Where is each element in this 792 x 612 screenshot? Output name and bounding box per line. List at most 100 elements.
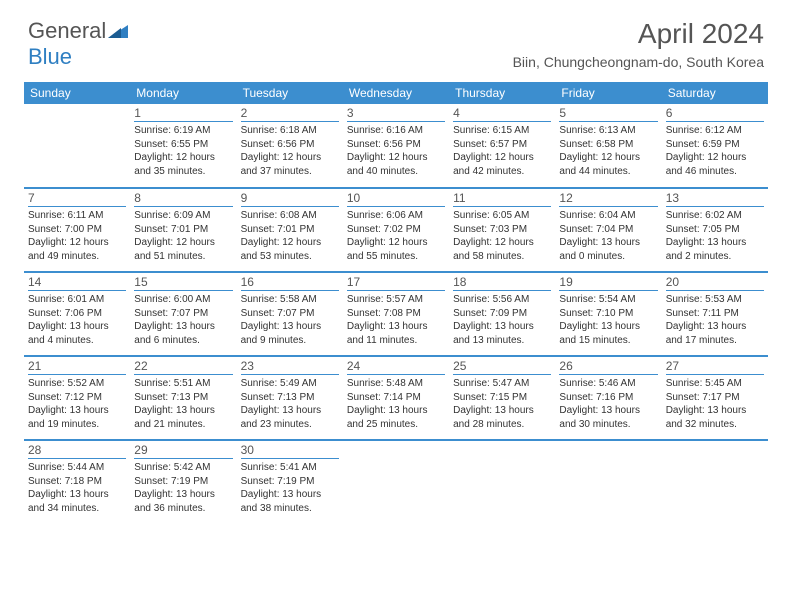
day-info-line: Sunrise: 5:42 AM [134,461,232,475]
day-info-line: and 40 minutes. [347,165,445,179]
day-info-line: and 42 minutes. [453,165,551,179]
day-info-line: Sunset: 6:57 PM [453,138,551,152]
day-info-line: and 28 minutes. [453,418,551,432]
day-info-line: Sunrise: 5:58 AM [241,293,339,307]
calendar-week-row: 14Sunrise: 6:01 AMSunset: 7:06 PMDayligh… [24,272,768,356]
calendar-day-cell: 6Sunrise: 6:12 AMSunset: 6:59 PMDaylight… [662,104,768,188]
day-info-line: Sunrise: 6:00 AM [134,293,232,307]
day-info-line: and 37 minutes. [241,165,339,179]
day-info-line: Sunset: 7:13 PM [241,391,339,405]
day-number: 15 [134,275,232,291]
weekday-header: Sunday [24,82,130,104]
day-number: 25 [453,359,551,375]
day-number: 28 [28,443,126,459]
day-info-line: Sunrise: 6:16 AM [347,124,445,138]
day-info-line: Daylight: 12 hours [28,236,126,250]
calendar-day-cell: 20 Sunrise: 5:53 AMSunset: 7:11 PMDayligh… [662,272,768,356]
calendar-day-cell: 16Sunrise: 5:58 AMSunset: 7:07 PMDayligh… [237,272,343,356]
calendar-body: 1Sunrise: 6:19 AMSunset: 6:55 PMDaylight… [24,104,768,524]
day-info-line: Sunrise: 6:04 AM [559,209,657,223]
day-number: 8 [134,191,232,207]
day-info-line: Sunrise: 5:51 AM [134,377,232,391]
day-number: 6 [666,106,764,122]
day-info-line: Sunrise: 5:48 AM [347,377,445,391]
day-info-line: and 46 minutes. [666,165,764,179]
day-info-line: Daylight: 13 hours [28,488,126,502]
day-number: 20 [666,275,764,291]
day-number: 14 [28,275,126,291]
logo: GeneralBlue [28,18,128,70]
day-info-line: Sunrise: 5:54 AM [559,293,657,307]
day-number: 11 [453,191,551,207]
day-info-line: Daylight: 13 hours [241,320,339,334]
day-info-line: Sunset: 6:55 PM [134,138,232,152]
day-info-line: Daylight: 13 hours [666,320,764,334]
day-info-line: Daylight: 13 hours [666,236,764,250]
day-info-line: and 38 minutes. [241,502,339,516]
day-number: 12 [559,191,657,207]
day-number: 29 [134,443,232,459]
day-info-line: Daylight: 12 hours [134,151,232,165]
day-info-line: Sunset: 7:07 PM [134,307,232,321]
day-number: 27 [666,359,764,375]
day-info-line: Sunrise: 5:52 AM [28,377,126,391]
day-info-line: Sunset: 7:16 PM [559,391,657,405]
day-info-line: Sunrise: 5:46 AM [559,377,657,391]
day-info-line: Daylight: 13 hours [559,320,657,334]
day-info-line: Daylight: 13 hours [28,320,126,334]
day-info-line: and 17 minutes. [666,334,764,348]
day-info-line: and 35 minutes. [134,165,232,179]
day-info-line: Sunrise: 5:56 AM [453,293,551,307]
day-number: 1 [134,106,232,122]
day-info-line: Daylight: 12 hours [347,151,445,165]
calendar-day-cell: 25Sunrise: 5:47 AMSunset: 7:15 PMDayligh… [449,356,555,440]
calendar-day-cell [343,440,449,524]
day-info-line: Sunrise: 6:05 AM [453,209,551,223]
day-number: 24 [347,359,445,375]
day-info-line: Sunset: 7:11 PM [666,307,764,321]
day-info-line: Daylight: 13 hours [347,404,445,418]
day-info-line: Sunrise: 6:09 AM [134,209,232,223]
weekday-header: Saturday [662,82,768,104]
day-info-line: Sunset: 7:12 PM [28,391,126,405]
day-info-line: and 4 minutes. [28,334,126,348]
day-number: 5 [559,106,657,122]
day-info-line: Sunset: 7:13 PM [134,391,232,405]
calendar-day-cell [24,104,130,188]
calendar-day-cell: 18Sunrise: 5:56 AMSunset: 7:09 PMDayligh… [449,272,555,356]
day-info-line: Sunrise: 6:02 AM [666,209,764,223]
day-info-line: and 9 minutes. [241,334,339,348]
calendar-day-cell: 10Sunrise: 6:06 AMSunset: 7:02 PMDayligh… [343,188,449,272]
weekday-header-row: Sunday Monday Tuesday Wednesday Thursday… [24,82,768,104]
calendar-day-cell: 22Sunrise: 5:51 AMSunset: 7:13 PMDayligh… [130,356,236,440]
day-info-line: Sunrise: 6:13 AM [559,124,657,138]
day-number: 7 [28,191,126,207]
day-info-line: and 19 minutes. [28,418,126,432]
day-info-line: Sunrise: 5:41 AM [241,461,339,475]
calendar-day-cell: 9Sunrise: 6:08 AMSunset: 7:01 PMDaylight… [237,188,343,272]
calendar-day-cell: 3Sunrise: 6:16 AMSunset: 6:56 PMDaylight… [343,104,449,188]
day-number: 10 [347,191,445,207]
day-info-line: Sunset: 7:19 PM [134,475,232,489]
day-info-line: Sunset: 7:05 PM [666,223,764,237]
day-info-line: and 36 minutes. [134,502,232,516]
day-info-line: Sunset: 7:19 PM [241,475,339,489]
logo-text-2: Blue [28,44,128,70]
day-info-line: Sunset: 7:14 PM [347,391,445,405]
day-info-line: Sunrise: 5:53 AM [666,293,764,307]
calendar-day-cell: 23Sunrise: 5:49 AMSunset: 7:13 PMDayligh… [237,356,343,440]
calendar-day-cell: 7Sunrise: 6:11 AMSunset: 7:00 PMDaylight… [24,188,130,272]
calendar-day-cell [555,440,661,524]
calendar-week-row: 21Sunrise: 5:52 AMSunset: 7:12 PMDayligh… [24,356,768,440]
day-info-line: and 30 minutes. [559,418,657,432]
day-info-line: Sunset: 7:02 PM [347,223,445,237]
calendar-day-cell: 12Sunrise: 6:04 AMSunset: 7:04 PMDayligh… [555,188,661,272]
day-info-line: Sunrise: 6:08 AM [241,209,339,223]
day-info-line: Daylight: 13 hours [453,404,551,418]
calendar-day-cell [662,440,768,524]
calendar-week-row: 1Sunrise: 6:19 AMSunset: 6:55 PMDaylight… [24,104,768,188]
day-info-line: and 23 minutes. [241,418,339,432]
page-title: April 2024 [513,18,764,50]
day-info-line: Daylight: 12 hours [453,236,551,250]
calendar-day-cell: 17Sunrise: 5:57 AMSunset: 7:08 PMDayligh… [343,272,449,356]
